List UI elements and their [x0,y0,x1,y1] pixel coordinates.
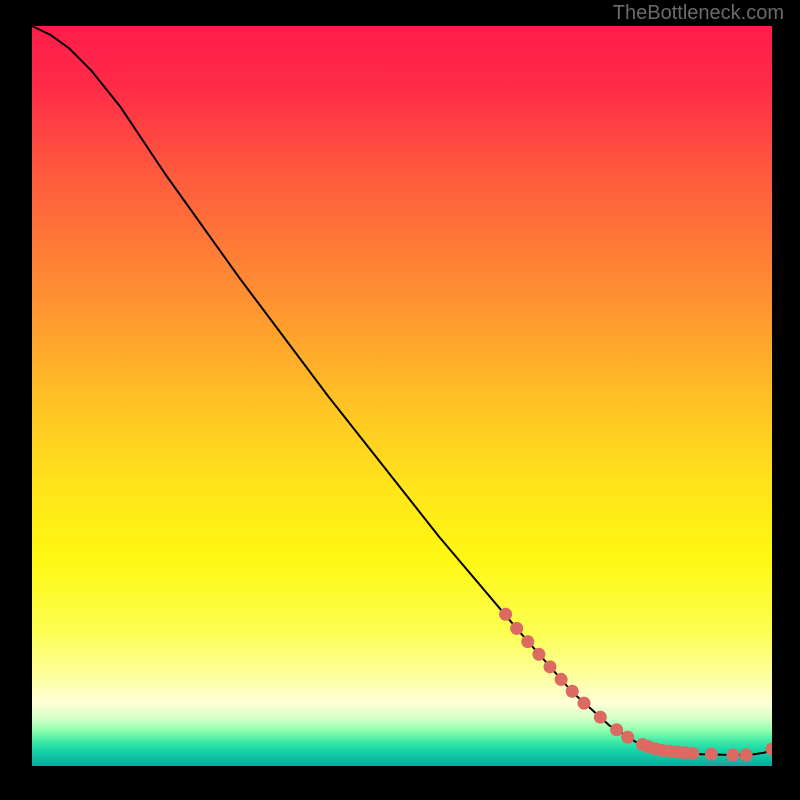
watermark-text: TheBottleneck.com [613,2,784,25]
scatter-point [578,697,591,710]
scatter-point [705,748,718,761]
scatter-point [544,660,557,673]
scatter-point [555,673,568,686]
scatter-point [521,635,534,648]
scatter-point [740,748,753,761]
chart-area [32,26,772,766]
scatter-point [594,711,607,724]
scatter-point [686,747,699,760]
scatter-point [499,608,512,621]
scatter-point [510,622,523,635]
scatter-point [766,742,773,755]
curve-line [32,26,772,755]
scatter-point [566,685,579,698]
scatter-point [610,723,623,736]
chart-overlay [32,26,772,766]
scatter-series [499,608,772,762]
scatter-point [532,648,545,661]
scatter-point [621,731,634,744]
scatter-point [726,748,739,761]
